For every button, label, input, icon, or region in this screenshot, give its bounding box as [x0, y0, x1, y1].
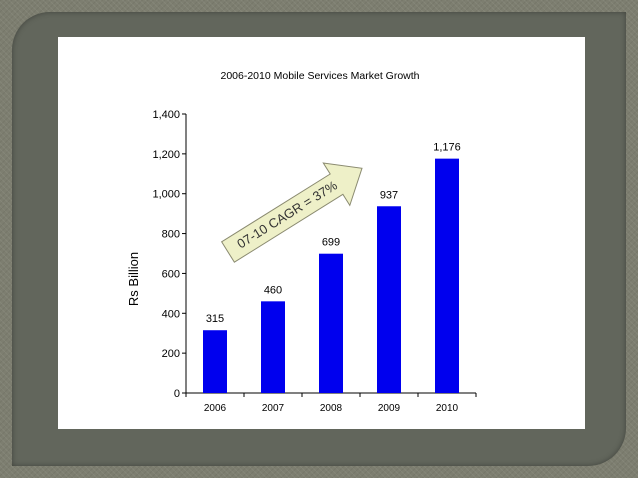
bar-2008 — [319, 253, 343, 393]
y-tick-label: 400 — [162, 308, 180, 320]
x-tick-label: 2006 — [204, 403, 227, 414]
bar-2006 — [203, 330, 227, 393]
y-axis-label: Rs Billion — [126, 252, 141, 306]
cagr-arrow: 07-10 CAGR = 37% — [220, 162, 363, 263]
y-tick-label: 600 — [162, 268, 180, 280]
bar-chart: 2006-2010 Mobile Services Market Growth … — [126, 70, 477, 414]
x-tick-label: 2009 — [378, 403, 401, 414]
bar-value-label: 1,176 — [433, 142, 461, 154]
bars: 315 460 699 937 1,176 — [203, 142, 461, 393]
y-tick-label: 0 — [174, 388, 180, 400]
bar-value-label: 460 — [264, 284, 282, 296]
x-tick-label: 2010 — [436, 403, 459, 414]
chart-panel: 2006-2010 Mobile Services Market Growth … — [58, 37, 585, 429]
bar-value-label: 937 — [380, 189, 398, 201]
y-tick-label: 1,400 — [152, 109, 180, 121]
y-axis: 0 200 400 600 800 1,000 1,200 1,400 — [152, 109, 187, 400]
y-tick-label: 1,000 — [152, 189, 180, 201]
y-tick-label: 200 — [162, 348, 180, 360]
y-tick-label: 1,200 — [152, 149, 180, 161]
x-axis: 2006 2007 2008 2009 2010 — [185, 392, 477, 414]
y-tick-label: 800 — [162, 229, 180, 241]
bar-value-label: 699 — [322, 237, 340, 249]
chart-title: 2006-2010 Mobile Services Market Growth — [220, 70, 419, 82]
bar-2009 — [377, 206, 401, 393]
cagr-arrow-shape — [220, 162, 363, 263]
bar-2010 — [435, 158, 459, 393]
bar-value-label: 315 — [206, 313, 224, 325]
x-tick-label: 2007 — [262, 403, 285, 414]
x-tick-label: 2008 — [320, 403, 343, 414]
bar-2007 — [261, 301, 285, 393]
